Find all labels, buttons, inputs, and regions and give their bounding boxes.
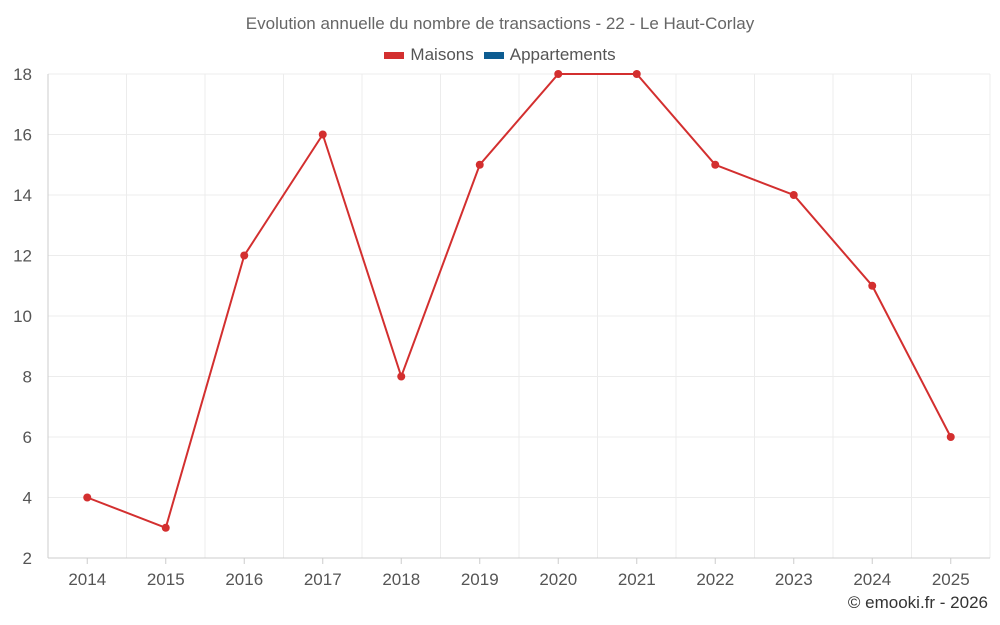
x-tick-label: 2015 xyxy=(147,570,185,589)
x-tick-label: 2022 xyxy=(696,570,734,589)
y-tick-label: 4 xyxy=(23,489,32,508)
data-point-maisons xyxy=(83,493,92,502)
data-point-maisons xyxy=(240,251,249,260)
y-tick-label: 18 xyxy=(13,65,32,84)
legend: Maisons Appartements xyxy=(0,45,1000,65)
x-tick-label: 2025 xyxy=(932,570,970,589)
watermark: © emooki.fr - 2026 xyxy=(847,593,988,612)
y-tick-label: 6 xyxy=(23,428,32,447)
legend-swatch-maisons xyxy=(384,51,405,59)
x-tick-label: 2018 xyxy=(382,570,420,589)
x-tick-label: 2019 xyxy=(461,570,499,589)
y-tick-label: 12 xyxy=(13,247,32,266)
data-point-maisons xyxy=(397,372,406,381)
data-point-maisons xyxy=(789,191,798,199)
data-point-maisons xyxy=(554,70,563,78)
data-point-maisons xyxy=(632,70,641,78)
legend-label-appartements: Appartements xyxy=(509,45,616,64)
data-point-maisons xyxy=(711,160,720,169)
y-tick-label: 16 xyxy=(13,126,32,145)
y-tick-label: 14 xyxy=(13,186,32,205)
legend-item-appartements[interactable]: Appartements xyxy=(483,45,616,65)
x-tick-label: 2016 xyxy=(225,570,263,589)
x-tick-label: 2024 xyxy=(853,570,891,589)
y-tick-label: 10 xyxy=(13,307,32,326)
data-point-maisons xyxy=(161,523,170,532)
y-tick-label: 8 xyxy=(23,368,32,387)
x-tick-label: 2023 xyxy=(775,570,813,589)
legend-swatch-appartements xyxy=(483,51,504,59)
x-tick-label: 2020 xyxy=(539,570,577,589)
legend-item-maisons[interactable]: Maisons xyxy=(384,45,474,65)
data-point-maisons xyxy=(868,281,877,290)
data-point-maisons xyxy=(475,160,484,169)
x-tick-label: 2021 xyxy=(618,570,656,589)
y-tick-label: 2 xyxy=(23,549,32,568)
chart-title: Evolution annuelle du nombre de transact… xyxy=(245,14,755,33)
x-tick-label: 2014 xyxy=(68,570,106,589)
data-point-maisons xyxy=(946,433,955,441)
x-tick-label: 2017 xyxy=(304,570,342,589)
legend-label-maisons: Maisons xyxy=(410,45,474,64)
data-point-maisons xyxy=(318,130,327,139)
series-line-maisons xyxy=(86,73,952,530)
